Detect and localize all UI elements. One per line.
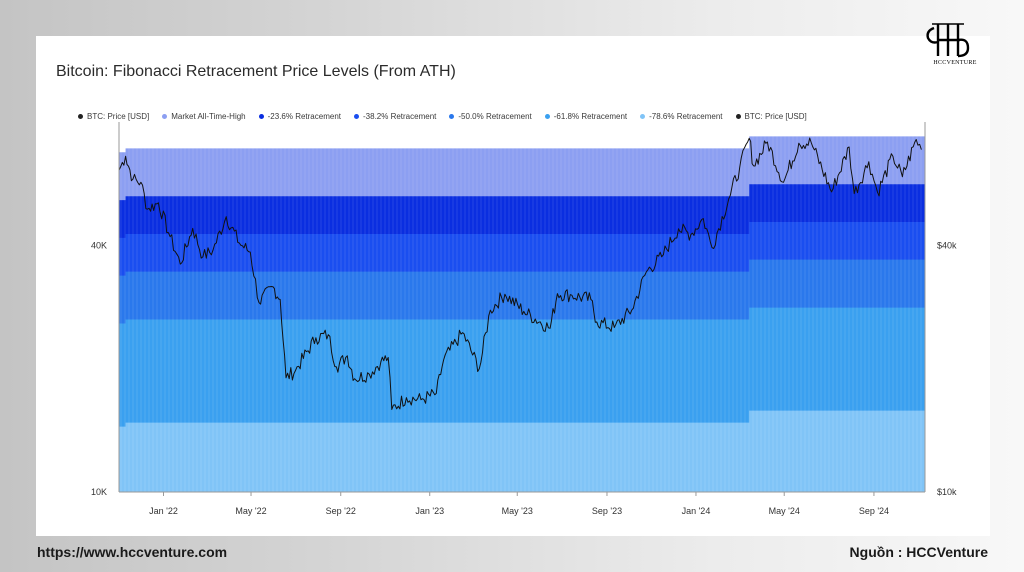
x-tick-label: Sep '24 [859,506,889,516]
legend-label: -23.6% Retracement [267,111,341,121]
website-link[interactable]: https://www.hccventure.com [37,544,228,560]
legend-label: -38.2% Retracement [363,111,437,121]
legend-item[interactable]: BTC: Price [USD] [78,110,149,122]
legend-item[interactable]: -78.6% Retracement [640,110,723,122]
legend-dot-icon [735,113,741,119]
band--78-6-retracement [119,410,925,492]
chart-title: Bitcoin: Fibonacci Retracement Price Lev… [56,63,456,80]
legend-item[interactable]: -23.6% Retracement [258,110,341,122]
y-tick-label-left: 10K [91,487,107,497]
legend-item[interactable]: -38.2% Retracement [354,110,436,122]
y-tick-label-right: $10k [937,487,957,497]
legend-label: Market All-Time-High [171,111,246,121]
x-tick-label: Jan '22 [149,506,178,516]
y-tick-label-left: 40K [91,240,107,250]
x-tick-label: Jan '24 [682,506,711,516]
x-tick-label: May '24 [769,506,800,516]
x-tick-label: Sep '22 [326,506,356,516]
legend-label: -50.0% Retracement [458,111,532,121]
btc-price-line [119,137,922,410]
x-tick-label: May '22 [235,506,266,516]
legend-item[interactable]: BTC: Price [USD] [735,110,807,122]
x-tick-label: Jan '23 [415,506,444,516]
chart-legend: BTC: Price [USD] Market All-Time-High -23.… [78,110,820,122]
logo-wordmark: HCCVENTURE [933,60,977,66]
hccventure-logo-icon [926,23,970,58]
legend-item[interactable]: -50.0% Retracement [449,110,532,122]
legend-dot-icon [78,113,83,119]
legend-dot-icon [544,113,550,119]
legend-dot-icon [449,113,455,119]
legend-label: -78.6% Retracement [649,111,723,121]
x-tick-label: May '23 [502,506,533,516]
source-credit: Nguồn : HCCVenture [849,544,988,560]
legend-label: BTC: Price [USD] [744,111,807,121]
legend-dot-icon [258,113,264,119]
legend-item[interactable]: -61.8% Retracement [544,110,628,122]
legend-item[interactable]: Market All-Time-High [162,110,246,122]
y-tick-label-right: $40k [937,240,957,250]
legend-label: BTC: Price [USD] [87,111,150,121]
legend-label: -61.8% Retracement [553,111,628,121]
x-tick-label: Sep '23 [592,506,622,516]
legend-dot-icon [354,113,359,119]
legend-dot-icon [640,113,646,119]
legend-dot-icon [162,113,168,119]
